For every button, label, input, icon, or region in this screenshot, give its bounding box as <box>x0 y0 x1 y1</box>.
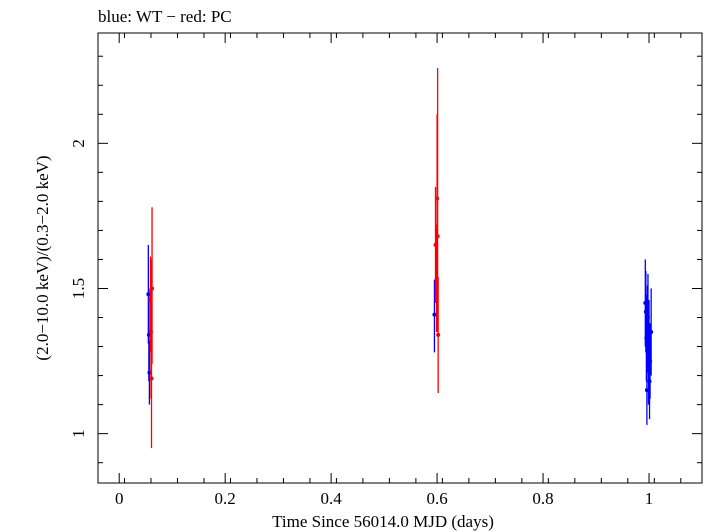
data-point-pc <box>436 332 441 337</box>
y-tick-label: 1 <box>69 429 88 438</box>
chart-title: blue: WT − red: PC <box>98 7 232 26</box>
data-series <box>146 67 654 449</box>
x-tick-label: 0.4 <box>320 489 342 508</box>
data-point-wt <box>649 330 654 335</box>
y-tick-label: 2 <box>69 139 88 148</box>
x-tick-label: 0 <box>115 489 124 508</box>
x-axis: 0 0.2 0.4 0.6 0.8 1 <box>97 33 682 508</box>
data-point-pc <box>149 376 154 381</box>
series-pc <box>148 67 441 449</box>
data-point-wt <box>432 312 437 317</box>
x-tick-label: 1 <box>645 489 654 508</box>
data-point-pc <box>435 234 440 239</box>
y-axis: 11.52 <box>69 55 702 464</box>
x-axis-title: Time Since 56014.0 MJD (days) <box>272 512 494 531</box>
series-wt <box>146 244 654 425</box>
x-tick-label: 0.8 <box>532 489 553 508</box>
data-point-pc <box>150 286 155 291</box>
plot-frame <box>97 32 703 484</box>
x-tick-label: 0.6 <box>426 489 447 508</box>
x-tick-label: 0.2 <box>215 489 236 508</box>
y-tick-label: 1.5 <box>69 278 88 299</box>
y-axis-title: (2.0−10.0 keV)/(0.3−2.0 keV) <box>33 155 52 360</box>
